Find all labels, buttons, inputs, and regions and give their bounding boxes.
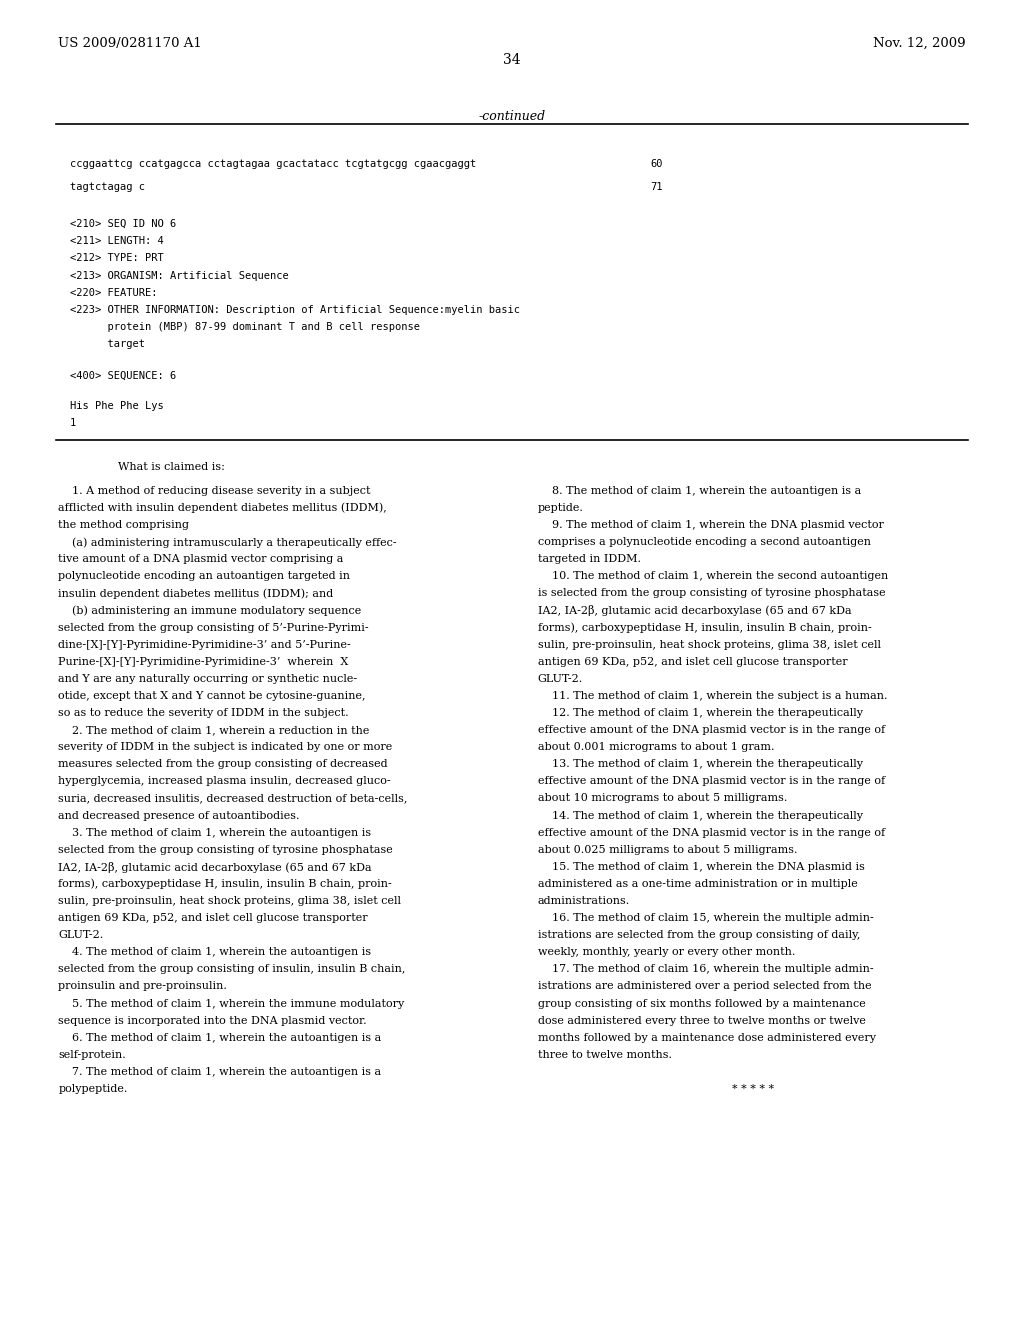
Text: self-protein.: self-protein. — [58, 1049, 126, 1060]
Text: months followed by a maintenance dose administered every: months followed by a maintenance dose ad… — [538, 1032, 876, 1043]
Text: 13. The method of claim 1, wherein the therapeutically: 13. The method of claim 1, wherein the t… — [538, 759, 862, 770]
Text: 5. The method of claim 1, wherein the immune modulatory: 5. The method of claim 1, wherein the im… — [58, 998, 404, 1008]
Text: 16. The method of claim 15, wherein the multiple admin-: 16. The method of claim 15, wherein the … — [538, 913, 873, 923]
Text: effective amount of the DNA plasmid vector is in the range of: effective amount of the DNA plasmid vect… — [538, 776, 885, 787]
Text: selected from the group consisting of insulin, insulin B chain,: selected from the group consisting of in… — [58, 965, 406, 974]
Text: afflicted with insulin dependent diabetes mellitus (IDDM),: afflicted with insulin dependent diabete… — [58, 503, 387, 513]
Text: target: target — [70, 339, 144, 350]
Text: His Phe Phe Lys: His Phe Phe Lys — [70, 401, 164, 412]
Text: 1. A method of reducing disease severity in a subject: 1. A method of reducing disease severity… — [58, 486, 371, 496]
Text: forms), carboxypeptidase H, insulin, insulin B chain, proin-: forms), carboxypeptidase H, insulin, ins… — [58, 879, 392, 890]
Text: polynucleotide encoding an autoantigen targeted in: polynucleotide encoding an autoantigen t… — [58, 572, 350, 581]
Text: ccggaattcg ccatgagcca cctagtagaa gcactatacc tcgtatgcgg cgaacgaggt: ccggaattcg ccatgagcca cctagtagaa gcactat… — [70, 160, 476, 169]
Text: about 0.001 micrograms to about 1 gram.: about 0.001 micrograms to about 1 gram. — [538, 742, 774, 752]
Text: proinsulin and pre-proinsulin.: proinsulin and pre-proinsulin. — [58, 982, 227, 991]
Text: <211> LENGTH: 4: <211> LENGTH: 4 — [70, 236, 164, 247]
Text: targeted in IDDM.: targeted in IDDM. — [538, 554, 641, 564]
Text: about 0.025 milligrams to about 5 milligrams.: about 0.025 milligrams to about 5 millig… — [538, 845, 797, 855]
Text: 2. The method of claim 1, wherein a reduction in the: 2. The method of claim 1, wherein a redu… — [58, 725, 370, 735]
Text: GLUT-2.: GLUT-2. — [538, 673, 583, 684]
Text: -continued: -continued — [478, 110, 546, 123]
Text: selected from the group consisting of tyrosine phosphatase: selected from the group consisting of ty… — [58, 845, 393, 855]
Text: 17. The method of claim 16, wherein the multiple admin-: 17. The method of claim 16, wherein the … — [538, 965, 873, 974]
Text: istrations are administered over a period selected from the: istrations are administered over a perio… — [538, 982, 871, 991]
Text: weekly, monthly, yearly or every other month.: weekly, monthly, yearly or every other m… — [538, 948, 795, 957]
Text: dose administered every three to twelve months or twelve: dose administered every three to twelve … — [538, 1015, 865, 1026]
Text: 1: 1 — [70, 418, 76, 429]
Text: 9. The method of claim 1, wherein the DNA plasmid vector: 9. The method of claim 1, wherein the DN… — [538, 520, 884, 529]
Text: insulin dependent diabetes mellitus (IDDM); and: insulin dependent diabetes mellitus (IDD… — [58, 589, 334, 599]
Text: the method comprising: the method comprising — [58, 520, 189, 529]
Text: sulin, pre-proinsulin, heat shock proteins, glima 38, islet cell: sulin, pre-proinsulin, heat shock protei… — [538, 640, 881, 649]
Text: * * * * *: * * * * * — [731, 1084, 774, 1094]
Text: <213> ORGANISM: Artificial Sequence: <213> ORGANISM: Artificial Sequence — [70, 271, 289, 281]
Text: <223> OTHER INFORMATION: Description of Artificial Sequence:myelin basic: <223> OTHER INFORMATION: Description of … — [70, 305, 519, 315]
Text: is selected from the group consisting of tyrosine phosphatase: is selected from the group consisting of… — [538, 589, 885, 598]
Text: (b) administering an immune modulatory sequence: (b) administering an immune modulatory s… — [58, 606, 361, 616]
Text: 12. The method of claim 1, wherein the therapeutically: 12. The method of claim 1, wherein the t… — [538, 708, 862, 718]
Text: sulin, pre-proinsulin, heat shock proteins, glima 38, islet cell: sulin, pre-proinsulin, heat shock protei… — [58, 896, 401, 906]
Text: three to twelve months.: three to twelve months. — [538, 1049, 672, 1060]
Text: IA2, IA-2β, glutamic acid decarboxylase (65 and 67 kDa: IA2, IA-2β, glutamic acid decarboxylase … — [58, 862, 372, 873]
Text: group consisting of six months followed by a maintenance: group consisting of six months followed … — [538, 998, 865, 1008]
Text: Nov. 12, 2009: Nov. 12, 2009 — [873, 37, 966, 50]
Text: 8. The method of claim 1, wherein the autoantigen is a: 8. The method of claim 1, wherein the au… — [538, 486, 861, 496]
Text: US 2009/0281170 A1: US 2009/0281170 A1 — [58, 37, 202, 50]
Text: administrations.: administrations. — [538, 896, 630, 906]
Text: and Y are any naturally occurring or synthetic nucle-: and Y are any naturally occurring or syn… — [58, 673, 357, 684]
Text: 10. The method of claim 1, wherein the second autoantigen: 10. The method of claim 1, wherein the s… — [538, 572, 888, 581]
Text: 15. The method of claim 1, wherein the DNA plasmid is: 15. The method of claim 1, wherein the D… — [538, 862, 864, 871]
Text: 7. The method of claim 1, wherein the autoantigen is a: 7. The method of claim 1, wherein the au… — [58, 1067, 382, 1077]
Text: (a) administering intramuscularly a therapeutically effec-: (a) administering intramuscularly a ther… — [58, 537, 397, 548]
Text: <400> SEQUENCE: 6: <400> SEQUENCE: 6 — [70, 370, 176, 380]
Text: tagtctagag c: tagtctagag c — [70, 182, 144, 193]
Text: 6. The method of claim 1, wherein the autoantigen is a: 6. The method of claim 1, wherein the au… — [58, 1032, 382, 1043]
Text: effective amount of the DNA plasmid vector is in the range of: effective amount of the DNA plasmid vect… — [538, 725, 885, 735]
Text: and decreased presence of autoantibodies.: and decreased presence of autoantibodies… — [58, 810, 300, 821]
Text: 3. The method of claim 1, wherein the autoantigen is: 3. The method of claim 1, wherein the au… — [58, 828, 372, 838]
Text: measures selected from the group consisting of decreased: measures selected from the group consist… — [58, 759, 388, 770]
Text: IA2, IA-2β, glutamic acid decarboxylase (65 and 67 kDa: IA2, IA-2β, glutamic acid decarboxylase … — [538, 606, 851, 616]
Text: istrations are selected from the group consisting of daily,: istrations are selected from the group c… — [538, 931, 860, 940]
Text: about 10 micrograms to about 5 milligrams.: about 10 micrograms to about 5 milligram… — [538, 793, 787, 804]
Text: <220> FEATURE:: <220> FEATURE: — [70, 288, 157, 298]
Text: comprises a polynucleotide encoding a second autoantigen: comprises a polynucleotide encoding a se… — [538, 537, 870, 546]
Text: polypeptide.: polypeptide. — [58, 1084, 128, 1094]
Text: suria, decreased insulitis, decreased destruction of beta-cells,: suria, decreased insulitis, decreased de… — [58, 793, 408, 804]
Text: dine-[X]-[Y]-Pyrimidine-Pyrimidine-3’ and 5’-Purine-: dine-[X]-[Y]-Pyrimidine-Pyrimidine-3’ an… — [58, 640, 351, 649]
Text: administered as a one-time administration or in multiple: administered as a one-time administratio… — [538, 879, 857, 888]
Text: so as to reduce the severity of IDDM in the subject.: so as to reduce the severity of IDDM in … — [58, 708, 349, 718]
Text: otide, except that X and Y cannot be cytosine-guanine,: otide, except that X and Y cannot be cyt… — [58, 690, 366, 701]
Text: 11. The method of claim 1, wherein the subject is a human.: 11. The method of claim 1, wherein the s… — [538, 690, 887, 701]
Text: 14. The method of claim 1, wherein the therapeutically: 14. The method of claim 1, wherein the t… — [538, 810, 862, 821]
Text: protein (MBP) 87-99 dominant T and B cell response: protein (MBP) 87-99 dominant T and B cel… — [70, 322, 420, 333]
Text: peptide.: peptide. — [538, 503, 584, 513]
Text: GLUT-2.: GLUT-2. — [58, 931, 103, 940]
Text: tive amount of a DNA plasmid vector comprising a: tive amount of a DNA plasmid vector comp… — [58, 554, 344, 564]
Text: <212> TYPE: PRT: <212> TYPE: PRT — [70, 253, 164, 264]
Text: 4. The method of claim 1, wherein the autoantigen is: 4. The method of claim 1, wherein the au… — [58, 948, 372, 957]
Text: 34: 34 — [503, 53, 521, 67]
Text: selected from the group consisting of 5’-Purine-Pyrimi-: selected from the group consisting of 5’… — [58, 623, 369, 632]
Text: <210> SEQ ID NO 6: <210> SEQ ID NO 6 — [70, 219, 176, 230]
Text: effective amount of the DNA plasmid vector is in the range of: effective amount of the DNA plasmid vect… — [538, 828, 885, 838]
Text: sequence is incorporated into the DNA plasmid vector.: sequence is incorporated into the DNA pl… — [58, 1015, 367, 1026]
Text: antigen 69 KDa, p52, and islet cell glucose transporter: antigen 69 KDa, p52, and islet cell gluc… — [58, 913, 368, 923]
Text: What is claimed is:: What is claimed is: — [118, 462, 224, 473]
Text: severity of IDDM in the subject is indicated by one or more: severity of IDDM in the subject is indic… — [58, 742, 392, 752]
Text: hyperglycemia, increased plasma insulin, decreased gluco-: hyperglycemia, increased plasma insulin,… — [58, 776, 391, 787]
Text: forms), carboxypeptidase H, insulin, insulin B chain, proin-: forms), carboxypeptidase H, insulin, ins… — [538, 623, 871, 634]
Text: Purine-[X]-[Y]-Pyrimidine-Pyrimidine-3’  wherein  X: Purine-[X]-[Y]-Pyrimidine-Pyrimidine-3’ … — [58, 657, 348, 667]
Text: 71: 71 — [650, 182, 663, 193]
Text: antigen 69 KDa, p52, and islet cell glucose transporter: antigen 69 KDa, p52, and islet cell gluc… — [538, 657, 847, 667]
Text: 60: 60 — [650, 160, 663, 169]
